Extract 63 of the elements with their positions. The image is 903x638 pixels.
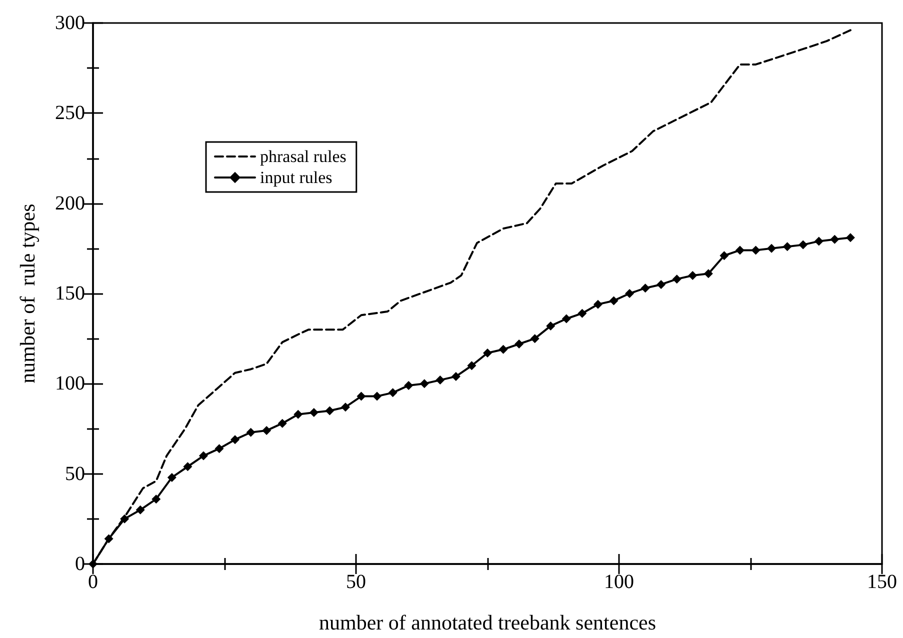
- point: [830, 234, 840, 244]
- point: [294, 410, 303, 419]
- point: [404, 380, 414, 390]
- point: [514, 339, 524, 348]
- point: [246, 428, 256, 437]
- point: [751, 246, 760, 255]
- point: [704, 269, 713, 278]
- y-tick-label: 50: [65, 462, 85, 485]
- point: [467, 361, 476, 370]
- point: [562, 314, 571, 324]
- y-tick-label: 0: [75, 553, 85, 575]
- point: [120, 514, 130, 524]
- point: [230, 435, 240, 444]
- point: [688, 270, 698, 280]
- point: [640, 284, 650, 293]
- point: [782, 242, 792, 252]
- point: [325, 406, 334, 416]
- point: [388, 388, 398, 398]
- point: [530, 334, 540, 344]
- legend-label: input rules: [260, 168, 332, 187]
- point: [609, 296, 618, 306]
- y-tick-label: 150: [55, 282, 85, 304]
- point: [136, 505, 145, 514]
- point: [767, 244, 776, 253]
- point: [720, 251, 729, 260]
- point: [372, 392, 382, 401]
- point: [214, 444, 224, 454]
- point: [340, 402, 350, 412]
- point: [183, 462, 192, 472]
- point: [309, 408, 318, 418]
- point: [88, 560, 98, 568]
- point: [672, 274, 682, 284]
- y-tick-label: 250: [55, 102, 85, 124]
- point: [451, 372, 460, 381]
- point: [546, 321, 556, 330]
- point: [152, 494, 161, 504]
- point: [578, 308, 587, 318]
- point: [167, 472, 176, 482]
- point: [735, 246, 744, 255]
- y-tick-label: 200: [55, 192, 85, 214]
- point: [262, 426, 272, 436]
- point: [656, 280, 666, 289]
- point: [198, 451, 208, 460]
- point: [104, 534, 114, 544]
- x-tick-label: 100: [604, 571, 634, 593]
- x-tick-label: 50: [346, 571, 366, 593]
- y-tick-label: 100: [55, 372, 85, 395]
- x-axis-title: number of annotated treebank sentences: [318, 610, 656, 634]
- point: [593, 300, 602, 309]
- y-tick-label: 300: [55, 12, 85, 34]
- y-axis-title: number of rule types: [16, 204, 40, 384]
- legend-label: phrasal rules: [260, 147, 346, 166]
- x-tick-label: 150: [867, 571, 897, 593]
- point: [846, 233, 855, 242]
- point: [356, 392, 366, 401]
- point: [498, 344, 508, 354]
- point: [483, 348, 492, 358]
- point: [625, 289, 634, 298]
- point: [278, 418, 287, 428]
- point: [814, 236, 824, 246]
- point: [420, 379, 429, 388]
- point: [436, 376, 445, 385]
- point: [798, 240, 808, 250]
